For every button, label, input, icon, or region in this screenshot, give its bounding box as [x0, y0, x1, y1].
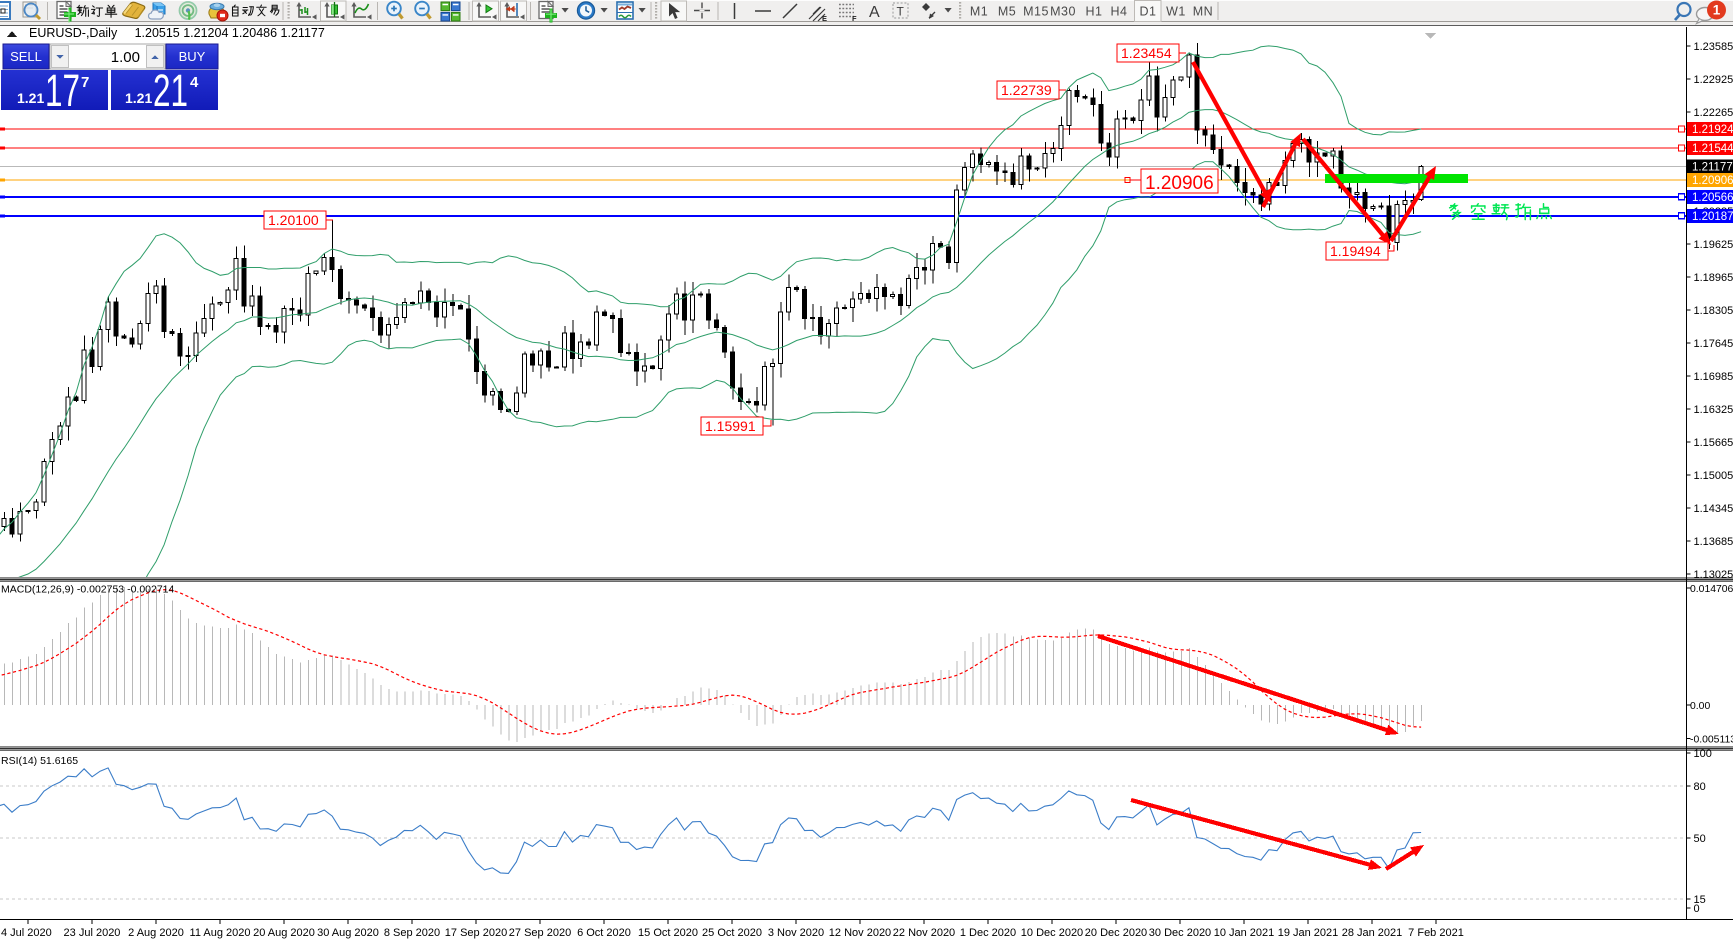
svg-text:6 Oct 2020: 6 Oct 2020: [577, 927, 631, 939]
svg-text:1.23454: 1.23454: [1121, 45, 1172, 61]
svg-text:1.22739: 1.22739: [1001, 82, 1052, 98]
svg-text:1.22925: 1.22925: [1694, 74, 1733, 86]
svg-text:100: 100: [1694, 748, 1712, 760]
svg-text:A: A: [869, 4, 880, 21]
svg-text:30 Aug 2020: 30 Aug 2020: [317, 927, 379, 939]
svg-text:8 Sep 2020: 8 Sep 2020: [384, 927, 440, 939]
svg-text:M30: M30: [1050, 5, 1076, 19]
svg-text:11 Aug 2020: 11 Aug 2020: [190, 927, 251, 939]
svg-text:80: 80: [1694, 781, 1706, 793]
svg-text:25 Oct 2020: 25 Oct 2020: [702, 927, 762, 939]
svg-text:SELL: SELL: [10, 49, 42, 64]
svg-text:20 Dec 2020: 20 Dec 2020: [1085, 927, 1147, 939]
svg-text:-0.005113: -0.005113: [1690, 735, 1733, 746]
svg-text:H4: H4: [1111, 5, 1128, 19]
svg-text:1.22265: 1.22265: [1694, 107, 1733, 119]
svg-text:BUY: BUY: [179, 49, 206, 64]
svg-text:1.20906: 1.20906: [1692, 175, 1733, 187]
svg-text:10 Jan 2021: 10 Jan 2021: [1214, 927, 1275, 939]
svg-text:E: E: [822, 14, 827, 23]
svg-text:1.21: 1.21: [125, 90, 152, 106]
svg-text:4 Jul 2020: 4 Jul 2020: [1, 927, 52, 939]
svg-text:H1: H1: [1086, 5, 1103, 19]
svg-text:10 Dec 2020: 10 Dec 2020: [1021, 927, 1083, 939]
svg-text:22 Nov 2020: 22 Nov 2020: [893, 927, 955, 939]
svg-text:4: 4: [190, 74, 199, 91]
svg-text:1.20100: 1.20100: [268, 212, 319, 228]
svg-text:27 Sep 2020: 27 Sep 2020: [509, 927, 571, 939]
svg-text:21: 21: [153, 65, 188, 116]
svg-text:1.15665: 1.15665: [1694, 437, 1733, 449]
svg-text:1.23585: 1.23585: [1694, 41, 1733, 53]
svg-text:1.13685: 1.13685: [1694, 536, 1733, 548]
svg-text:3 Nov 2020: 3 Nov 2020: [768, 927, 824, 939]
svg-text:1.14345: 1.14345: [1694, 503, 1733, 515]
svg-text:1.20187: 1.20187: [1692, 211, 1733, 223]
svg-text:19 Jan 2021: 19 Jan 2021: [1278, 927, 1339, 939]
svg-text:0: 0: [1694, 903, 1700, 915]
svg-text:1.00: 1.00: [111, 49, 140, 66]
svg-text:1.20566: 1.20566: [1692, 192, 1733, 204]
svg-text:1.13025: 1.13025: [1694, 569, 1733, 581]
svg-text:T: T: [897, 5, 905, 19]
svg-text:15 Oct 2020: 15 Oct 2020: [638, 927, 698, 939]
svg-text:F: F: [852, 14, 857, 23]
svg-text:EURUSD-,Daily 1.20515 1.21: EURUSD-,Daily 1.20515 1.21204 1.20486 1.…: [29, 26, 325, 40]
svg-text:1.17645: 1.17645: [1694, 338, 1733, 350]
svg-text:1.16325: 1.16325: [1694, 404, 1733, 416]
svg-text:1.16985: 1.16985: [1694, 371, 1733, 383]
svg-text:1.15991: 1.15991: [705, 418, 756, 434]
svg-text:7 Feb 2021: 7 Feb 2021: [1408, 927, 1464, 939]
svg-text:M5: M5: [998, 5, 1016, 19]
svg-text:M15: M15: [1023, 5, 1049, 19]
svg-text:1: 1: [1713, 3, 1721, 18]
svg-text:W1: W1: [1166, 5, 1186, 19]
svg-text:2 Aug 2020: 2 Aug 2020: [128, 927, 184, 939]
svg-text:1.20906: 1.20906: [1145, 173, 1214, 194]
svg-text:17 Sep 2020: 17 Sep 2020: [445, 927, 507, 939]
svg-text:50: 50: [1694, 833, 1706, 845]
svg-text:RSI(14) 51.6165: RSI(14) 51.6165: [1, 755, 78, 767]
svg-text:1 Dec 2020: 1 Dec 2020: [960, 927, 1016, 939]
svg-text:D1: D1: [1140, 5, 1157, 19]
svg-text:1.21: 1.21: [17, 90, 44, 106]
svg-text:30 Dec 2020: 30 Dec 2020: [1149, 927, 1211, 939]
svg-text:0.00: 0.00: [1690, 701, 1710, 712]
svg-text:MACD(12,26,9) -0.002753 -0.002: MACD(12,26,9) -0.002753 -0.002714: [1, 584, 175, 596]
svg-text:15: 15: [1694, 894, 1706, 906]
svg-text:1.21177: 1.21177: [1692, 162, 1733, 174]
svg-text:1.18965: 1.18965: [1694, 272, 1733, 284]
svg-text:1.18305: 1.18305: [1694, 305, 1733, 317]
svg-text:1.21924: 1.21924: [1692, 124, 1733, 136]
svg-text:1.15005: 1.15005: [1694, 470, 1733, 482]
svg-text:28 Jan 2021: 28 Jan 2021: [1342, 927, 1403, 939]
svg-text:7: 7: [81, 74, 89, 91]
svg-text:0.014706: 0.014706: [1690, 584, 1733, 595]
svg-text:1.19625: 1.19625: [1694, 239, 1733, 251]
svg-text:20 Aug 2020: 20 Aug 2020: [253, 927, 315, 939]
svg-text:MN: MN: [1193, 5, 1213, 19]
svg-text:1.21544: 1.21544: [1692, 143, 1733, 155]
svg-text:17: 17: [45, 65, 80, 116]
svg-text:12 Nov 2020: 12 Nov 2020: [829, 927, 891, 939]
svg-text:1.19494: 1.19494: [1330, 243, 1381, 259]
svg-text:M1: M1: [970, 5, 988, 19]
svg-text:23 Jul 2020: 23 Jul 2020: [64, 927, 121, 939]
